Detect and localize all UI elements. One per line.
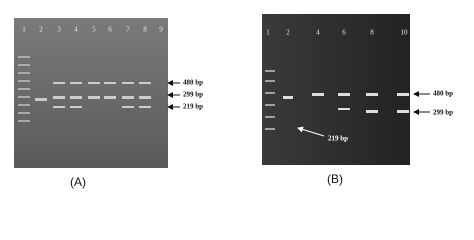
gel-a	[14, 18, 168, 168]
lane-label: 1	[22, 26, 26, 34]
annotation: 219 bp	[328, 135, 348, 143]
caption: (A)	[70, 175, 86, 189]
lane-label: 5	[92, 26, 96, 34]
lane-label: 4	[316, 29, 320, 37]
lane-label: 8	[370, 29, 374, 37]
lane-label: 8	[143, 26, 147, 34]
marker-label: 480 bp	[433, 90, 453, 98]
marker-label: 299 bp	[433, 109, 453, 117]
lane-label: 7	[126, 26, 130, 34]
arrow	[297, 126, 325, 137]
lane-label: 6	[342, 29, 346, 37]
lane-label: 10	[401, 29, 409, 37]
lane-label: 2	[39, 26, 43, 34]
lane-label: 3	[57, 26, 61, 34]
marker-label: 480 bp	[183, 79, 203, 87]
lane-label: 4	[74, 26, 78, 34]
caption: (B)	[327, 172, 343, 186]
lane-label: 6	[108, 26, 112, 34]
figure: 480 bp 299 bp 219 bp 480 bp 299 bp 219 b…	[14, 14, 453, 189]
marker-label: 219 bp	[183, 103, 203, 111]
lane-label: 2	[286, 29, 290, 37]
lane-label: 1	[266, 29, 270, 37]
marker-label: 299 bp	[183, 91, 203, 99]
lane-label: 9	[159, 26, 163, 34]
gel-b	[262, 14, 410, 165]
